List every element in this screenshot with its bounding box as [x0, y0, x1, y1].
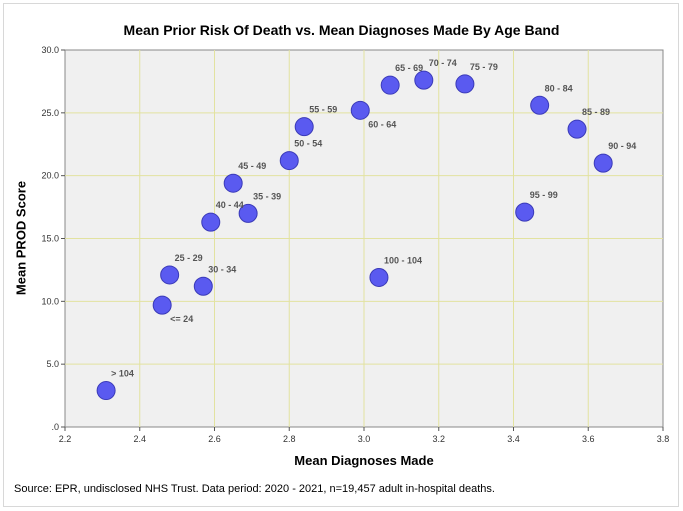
- data-point-label: 40 - 44: [216, 200, 244, 210]
- y-tick-label: 15.0: [41, 234, 59, 244]
- data-point-label: 100 - 104: [384, 255, 422, 265]
- data-point: [193, 276, 213, 296]
- x-tick-label: 3.8: [657, 434, 670, 444]
- data-point: [515, 202, 535, 222]
- x-tick-label: 3.0: [358, 434, 371, 444]
- data-point: [414, 70, 434, 90]
- data-point-label: 90 - 94: [608, 141, 636, 151]
- data-point-label: > 104: [111, 369, 134, 379]
- data-point-label: 35 - 39: [253, 191, 281, 201]
- data-point: [567, 119, 587, 139]
- x-tick-label: 2.8: [283, 434, 296, 444]
- chart-frame: [3, 3, 679, 507]
- data-point-label: 60 - 64: [368, 119, 396, 129]
- data-point-label: 45 - 49: [238, 161, 266, 171]
- data-point: [350, 100, 370, 120]
- x-axis-label: Mean Diagnoses Made: [294, 453, 434, 468]
- data-point-label: 55 - 59: [309, 105, 337, 115]
- data-point: [238, 203, 258, 223]
- data-point-label: 65 - 69: [395, 63, 423, 73]
- data-point-label: 25 - 29: [175, 253, 203, 263]
- data-point: [223, 173, 243, 193]
- data-point: [593, 153, 613, 173]
- data-point-label: <= 24: [170, 314, 193, 324]
- y-tick-label: 25.0: [41, 108, 59, 118]
- y-axis-ticks: .0 5.0 10.0 15.0 20.0 25.0 30.0: [41, 45, 65, 432]
- x-tick-label: 2.4: [133, 434, 146, 444]
- x-tick-label: 2.6: [208, 434, 221, 444]
- x-tick-label: 3.4: [507, 434, 520, 444]
- chart-title: Mean Prior Risk Of Death vs. Mean Diagno…: [123, 22, 560, 38]
- data-point: [201, 212, 221, 232]
- data-point: [160, 265, 180, 285]
- gridlines: [65, 50, 663, 427]
- data-point-label: 95 - 99: [530, 190, 558, 200]
- x-axis-ticks: 2.2 2.4 2.6 2.8 3.0 3.2 3.4 3.6 3.8: [59, 427, 670, 444]
- x-tick-label: 3.6: [582, 434, 595, 444]
- data-point-label: 30 - 34: [208, 264, 236, 274]
- data-point: [279, 151, 299, 171]
- data-point-label: 75 - 79: [470, 62, 498, 72]
- y-tick-label: 30.0: [41, 45, 59, 55]
- data-point-label: 70 - 74: [429, 58, 457, 68]
- data-point-label: 80 - 84: [545, 83, 573, 93]
- data-point: [530, 95, 550, 115]
- source-note: Source: EPR, undisclosed NHS Trust. Data…: [14, 483, 495, 495]
- y-tick-label: .0: [51, 422, 59, 432]
- data-point: [380, 75, 400, 95]
- data-point: [455, 74, 475, 94]
- data-point-label: 50 - 54: [294, 139, 322, 149]
- data-point: [96, 381, 116, 401]
- data-point: [152, 295, 172, 315]
- y-tick-label: 20.0: [41, 171, 59, 181]
- y-tick-label: 5.0: [46, 359, 59, 369]
- y-tick-label: 10.0: [41, 296, 59, 306]
- data-points: <= 24 25 - 29 30 - 34 35 - 39 40 - 44 45 - 49…: [96, 58, 636, 401]
- y-axis-label: Mean PROD Score: [13, 180, 29, 296]
- data-point: [369, 267, 389, 287]
- data-point-label: 85 - 89: [582, 107, 610, 117]
- data-point: [294, 117, 314, 137]
- x-tick-label: 2.2: [59, 434, 72, 444]
- x-tick-label: 3.2: [432, 434, 445, 444]
